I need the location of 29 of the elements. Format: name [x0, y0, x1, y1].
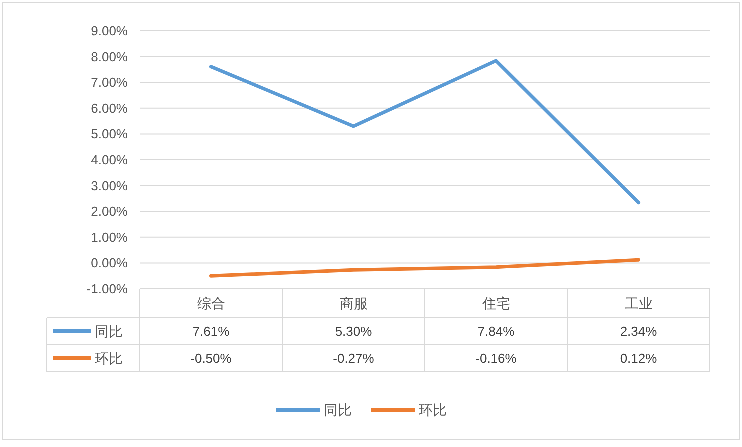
x-tick-label: 综合 [197, 296, 226, 312]
text: 同比 [324, 402, 352, 418]
text: 环比 [419, 402, 447, 418]
data-label: -0.50% [190, 351, 232, 366]
y-tick-label: 3.00% [91, 178, 128, 194]
x-tick-label: 住宅 [481, 296, 510, 312]
legend-label: 环比 [95, 350, 123, 366]
data-label: -0.27% [333, 351, 375, 366]
line-series [210, 258, 640, 278]
data-label: -0.16% [476, 351, 518, 366]
y-tick-label: 7.00% [91, 75, 128, 90]
y-tick-label: 6.00% [91, 100, 128, 116]
x-tick-label: 商服 [340, 296, 368, 312]
y-tick-label: 5.00% [91, 126, 128, 142]
data-label: 0.12% [620, 351, 658, 366]
y-tick-label: 4.00% [91, 152, 128, 168]
data-label: 7.84% [478, 324, 516, 339]
y-tick-label: 1.00% [91, 230, 128, 245]
y-tick-label: 0.00% [91, 256, 128, 271]
line-series [210, 59, 640, 205]
data-label: 7.61% [192, 324, 230, 339]
y-tick-label: 8.00% [91, 49, 128, 64]
y-tick-label: -1.00% [86, 282, 128, 296]
data-label: 5.30% [335, 324, 373, 339]
x-tick-label: 工业 [624, 296, 653, 312]
legend-label: 同比 [95, 324, 123, 340]
y-tick-label: 9.00% [91, 24, 128, 38]
data-label: 2.34% [620, 324, 658, 339]
y-tick-label: 2.00% [91, 204, 128, 220]
